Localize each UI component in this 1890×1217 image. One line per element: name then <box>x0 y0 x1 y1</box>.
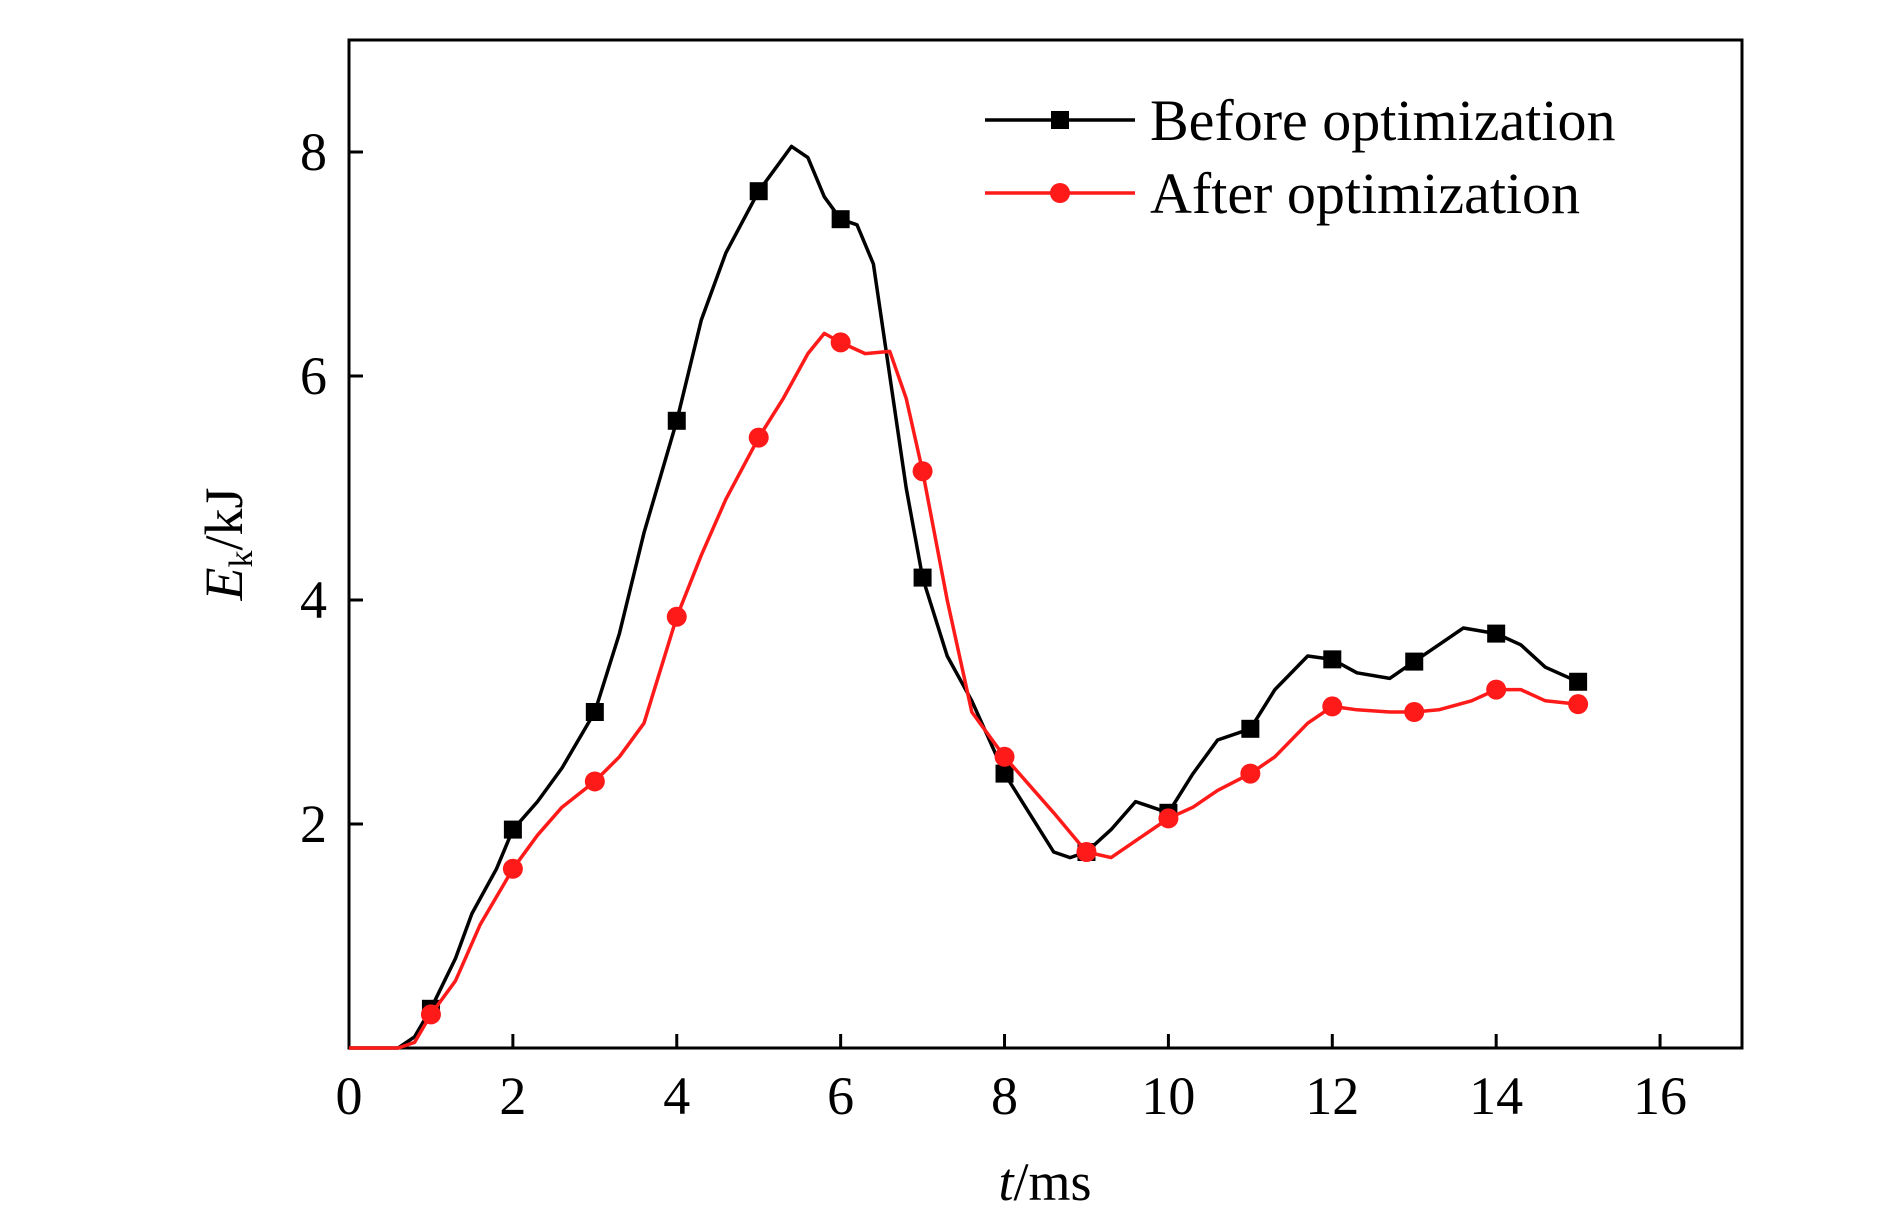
data-point-before-optimization <box>995 764 1014 783</box>
data-point-after-optimization <box>1158 808 1179 829</box>
series-before-optimization <box>349 144 1588 1050</box>
data-point-before-optimization <box>503 820 522 839</box>
data-point-before-optimization <box>749 182 768 201</box>
data-point-after-optimization <box>584 771 605 792</box>
series-after-optimization <box>349 331 1589 1050</box>
plot-frame <box>347 38 1744 1050</box>
data-point-after-optimization <box>1568 694 1589 715</box>
series-line-before-optimization <box>349 144 1579 1050</box>
data-point-before-optimization <box>1569 672 1588 691</box>
data-point-after-optimization <box>830 332 851 353</box>
x-tick-label: 14 <box>1469 1066 1523 1126</box>
x-tick-label: 6 <box>827 1066 854 1126</box>
series-line-after-optimization <box>349 331 1579 1050</box>
x-tick-label: 0 <box>336 1066 363 1126</box>
data-point-after-optimization <box>748 427 769 448</box>
y-axis-title: Ek/kJ <box>194 487 260 601</box>
legend-swatch-marker <box>1051 111 1069 129</box>
legend-swatch-marker <box>1050 183 1070 203</box>
x-tick-label: 2 <box>499 1066 526 1126</box>
data-point-before-optimization <box>1241 719 1260 738</box>
data-point-after-optimization <box>1240 763 1261 784</box>
legend-label: After optimization <box>1150 161 1580 226</box>
data-point-before-optimization <box>585 703 604 721</box>
x-tick-label: 10 <box>1141 1066 1195 1126</box>
y-axis: 2 4 6 8 <box>300 122 363 854</box>
x-tick-label: 8 <box>991 1066 1018 1126</box>
data-point-after-optimization <box>1322 696 1343 717</box>
data-point-after-optimization <box>1404 702 1425 722</box>
data-point-after-optimization <box>1076 842 1097 862</box>
data-point-after-optimization <box>994 746 1015 767</box>
y-tick-label: 4 <box>300 570 327 630</box>
x-tick-label: 4 <box>663 1066 690 1126</box>
legend-label: Before optimization <box>1150 88 1615 153</box>
x-tick-label: 12 <box>1305 1066 1359 1126</box>
series-layer <box>349 144 1589 1050</box>
x-tick-label: 16 <box>1633 1066 1687 1126</box>
data-point-before-optimization <box>913 568 932 587</box>
legend-item-after-optimization: After optimization <box>985 161 1580 226</box>
data-point-before-optimization <box>1487 624 1506 643</box>
data-point-before-optimization <box>831 210 850 229</box>
legend-item-before-optimization: Before optimization <box>985 88 1615 153</box>
data-point-before-optimization <box>1405 652 1424 671</box>
data-point-after-optimization <box>502 858 523 879</box>
data-point-after-optimization <box>1486 679 1507 700</box>
data-point-after-optimization <box>420 1004 441 1025</box>
legend: Before optimization After optimization <box>985 88 1615 226</box>
x-axis-title: t/ms <box>998 1152 1091 1212</box>
data-point-after-optimization <box>912 461 933 482</box>
x-axis: 0 2 4 6 8 10 12 14 16 <box>336 1034 1687 1126</box>
data-point-before-optimization <box>1323 650 1342 669</box>
data-point-before-optimization <box>667 411 686 430</box>
y-tick-label: 2 <box>300 794 327 854</box>
y-tick-label: 6 <box>300 346 327 406</box>
data-point-after-optimization <box>666 606 687 627</box>
y-tick-label: 8 <box>300 122 327 182</box>
